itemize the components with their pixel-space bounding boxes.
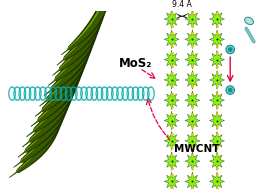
Polygon shape <box>209 132 225 150</box>
Polygon shape <box>185 91 200 110</box>
Polygon shape <box>164 172 179 189</box>
Polygon shape <box>164 30 179 49</box>
Ellipse shape <box>226 45 234 54</box>
Polygon shape <box>18 70 74 157</box>
Polygon shape <box>61 0 112 55</box>
Polygon shape <box>185 111 200 130</box>
Polygon shape <box>22 60 77 147</box>
Polygon shape <box>61 0 113 55</box>
Polygon shape <box>209 71 225 89</box>
Polygon shape <box>185 172 200 189</box>
Polygon shape <box>185 152 200 170</box>
Polygon shape <box>209 50 225 69</box>
Polygon shape <box>26 50 82 137</box>
Text: 9.4 Å: 9.4 Å <box>172 0 192 9</box>
Polygon shape <box>18 70 74 157</box>
Polygon shape <box>164 132 179 150</box>
Polygon shape <box>164 50 179 69</box>
Polygon shape <box>9 91 66 178</box>
Polygon shape <box>26 50 81 137</box>
Polygon shape <box>44 10 97 96</box>
Polygon shape <box>44 10 97 96</box>
Polygon shape <box>185 71 200 89</box>
Polygon shape <box>13 81 69 167</box>
Polygon shape <box>48 0 100 86</box>
Polygon shape <box>13 80 70 168</box>
Polygon shape <box>61 0 112 55</box>
Polygon shape <box>26 50 82 137</box>
Polygon shape <box>52 0 105 76</box>
Text: MWCNT: MWCNT <box>173 144 219 154</box>
Polygon shape <box>164 71 179 89</box>
Polygon shape <box>39 20 93 106</box>
Ellipse shape <box>228 88 233 92</box>
Polygon shape <box>13 81 70 168</box>
Polygon shape <box>48 0 101 86</box>
Text: MoS₂: MoS₂ <box>119 57 152 70</box>
Polygon shape <box>185 10 200 28</box>
Polygon shape <box>9 91 66 178</box>
Ellipse shape <box>226 86 234 94</box>
Polygon shape <box>52 0 105 76</box>
Polygon shape <box>185 30 200 49</box>
Polygon shape <box>39 20 93 106</box>
Polygon shape <box>57 0 108 65</box>
Polygon shape <box>209 172 225 189</box>
Polygon shape <box>209 30 225 49</box>
Polygon shape <box>18 70 73 157</box>
Polygon shape <box>22 60 78 147</box>
Polygon shape <box>9 91 66 178</box>
Polygon shape <box>57 0 109 65</box>
Polygon shape <box>48 0 101 86</box>
Polygon shape <box>209 152 225 170</box>
Polygon shape <box>209 111 225 130</box>
Polygon shape <box>209 10 225 28</box>
Polygon shape <box>164 10 179 28</box>
Polygon shape <box>31 40 86 127</box>
Polygon shape <box>164 91 179 110</box>
Polygon shape <box>22 60 78 147</box>
Polygon shape <box>53 0 104 75</box>
Polygon shape <box>39 20 93 106</box>
Ellipse shape <box>228 47 233 52</box>
Polygon shape <box>44 10 97 96</box>
Polygon shape <box>35 30 89 116</box>
Polygon shape <box>31 40 86 127</box>
Polygon shape <box>185 50 200 69</box>
Polygon shape <box>185 132 200 150</box>
Polygon shape <box>35 30 89 116</box>
Ellipse shape <box>245 17 253 25</box>
Polygon shape <box>164 111 179 130</box>
Polygon shape <box>57 0 109 65</box>
Polygon shape <box>35 30 89 117</box>
Polygon shape <box>209 91 225 110</box>
Polygon shape <box>31 40 85 126</box>
Polygon shape <box>164 152 179 170</box>
